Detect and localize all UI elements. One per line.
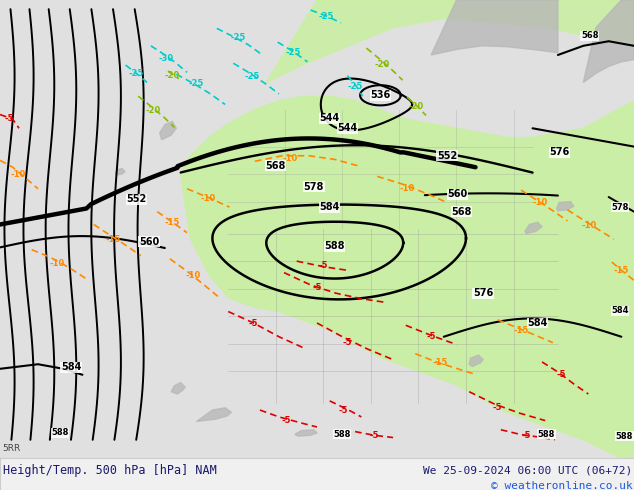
Text: 568: 568 (451, 207, 472, 217)
Text: -10: -10 (200, 194, 216, 203)
Text: -5: -5 (313, 283, 321, 292)
Text: 588: 588 (616, 432, 633, 441)
Text: 552: 552 (437, 151, 457, 161)
Text: -15: -15 (165, 218, 180, 227)
Text: -25: -25 (129, 69, 144, 78)
Text: 576: 576 (473, 288, 493, 298)
Text: -15: -15 (105, 235, 120, 244)
Text: -20: -20 (408, 102, 424, 111)
Text: -5: -5 (427, 332, 436, 341)
Text: 560: 560 (448, 189, 468, 199)
Text: -5: -5 (343, 338, 352, 347)
Polygon shape (295, 430, 317, 436)
Text: 568: 568 (266, 161, 286, 171)
Text: -5: -5 (557, 370, 566, 379)
Polygon shape (525, 222, 542, 234)
Polygon shape (469, 355, 483, 367)
Text: 576: 576 (549, 147, 569, 157)
Text: -15: -15 (514, 326, 529, 335)
Text: 5RR: 5RR (3, 443, 21, 453)
Polygon shape (583, 0, 634, 82)
Text: 560: 560 (139, 237, 159, 247)
Text: © weatheronline.co.uk: © weatheronline.co.uk (491, 481, 633, 490)
Text: -10: -10 (283, 153, 298, 163)
Polygon shape (115, 169, 125, 175)
Polygon shape (181, 96, 634, 458)
Text: 552: 552 (126, 195, 146, 204)
Text: Height/Temp. 500 hPa [hPa] NAM: Height/Temp. 500 hPa [hPa] NAM (3, 464, 217, 477)
Text: -5: -5 (370, 431, 378, 440)
Text: -5: -5 (282, 416, 291, 425)
Text: 584: 584 (527, 318, 548, 328)
Text: -10: -10 (10, 170, 25, 178)
Text: 584: 584 (61, 363, 81, 372)
Text: -25: -25 (285, 48, 301, 57)
Text: 588: 588 (51, 428, 69, 438)
Text: 536: 536 (370, 90, 391, 100)
Text: -25: -25 (347, 82, 363, 91)
Text: -10: -10 (186, 271, 201, 280)
Text: 568: 568 (581, 31, 598, 40)
Text: -15: -15 (614, 266, 629, 275)
Text: -30: -30 (158, 54, 174, 63)
Text: -5: -5 (319, 261, 328, 270)
Text: -20: -20 (146, 106, 161, 115)
Text: -25: -25 (318, 12, 333, 21)
Text: 544: 544 (337, 123, 358, 133)
Text: -15: -15 (433, 358, 448, 368)
Text: -10: -10 (399, 184, 415, 193)
Text: We 25-09-2024 06:00 UTC (06+72): We 25-09-2024 06:00 UTC (06+72) (424, 465, 633, 475)
Text: -10: -10 (533, 198, 548, 207)
Text: 578: 578 (304, 182, 324, 192)
Text: -25: -25 (245, 73, 260, 81)
Text: -5: -5 (339, 406, 348, 415)
Text: -20: -20 (165, 71, 180, 80)
Text: -25: -25 (189, 79, 204, 88)
Text: 588: 588 (538, 430, 555, 439)
Text: -5: -5 (5, 114, 14, 122)
Text: -20: -20 (374, 60, 389, 69)
Polygon shape (557, 201, 574, 211)
Text: 578: 578 (611, 202, 629, 212)
Polygon shape (171, 383, 185, 394)
Text: 588: 588 (333, 430, 351, 439)
Polygon shape (197, 408, 231, 421)
Text: 544: 544 (320, 113, 340, 123)
Polygon shape (266, 0, 634, 82)
Text: 588: 588 (325, 242, 345, 251)
Text: -5: -5 (249, 319, 258, 328)
Text: -25: -25 (230, 33, 245, 42)
Polygon shape (431, 0, 558, 55)
Text: 584: 584 (611, 306, 629, 315)
Text: -10: -10 (582, 221, 597, 230)
Text: -5: -5 (522, 431, 531, 440)
Polygon shape (160, 122, 176, 140)
Text: 584: 584 (320, 202, 340, 212)
Text: -10: -10 (49, 259, 65, 268)
Text: -5: -5 (493, 403, 502, 412)
